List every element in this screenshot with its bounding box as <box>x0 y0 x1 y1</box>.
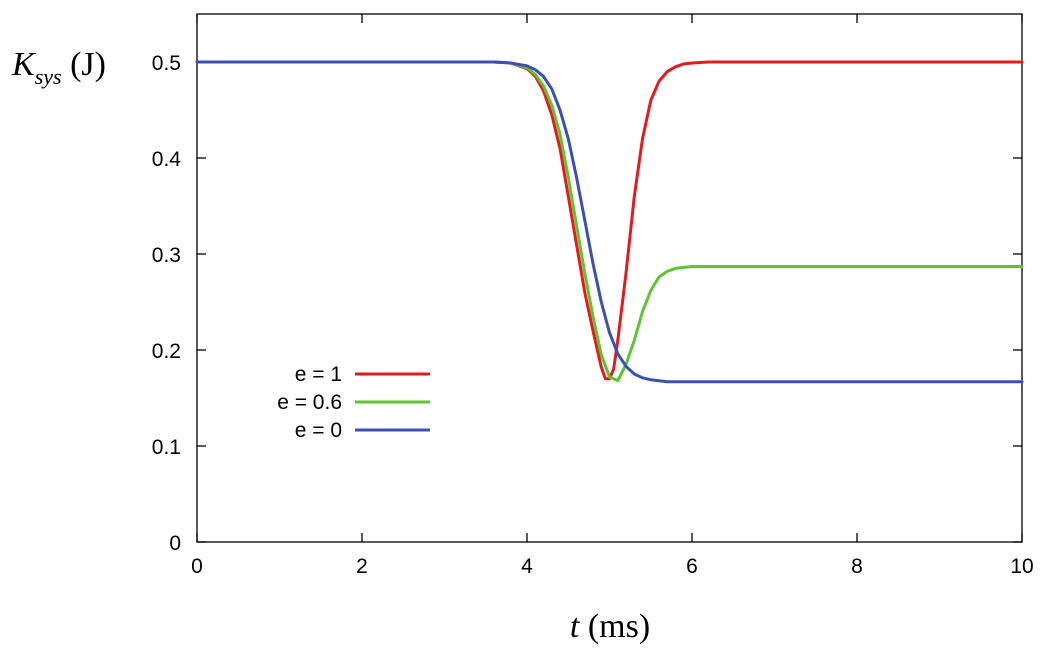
series-line-3 <box>195 60 1024 384</box>
y-tick-label: 0.1 <box>152 436 181 459</box>
y-axis-label-unit: (J) <box>62 46 106 83</box>
series-line-2 <box>195 60 1024 383</box>
legend-label-3: e = 0 <box>295 419 342 442</box>
y-axis-label-var: K <box>11 46 37 83</box>
y-tick-label: 0.5 <box>152 52 181 75</box>
x-axis-label-unit: (ms) <box>579 608 650 645</box>
plot-frame <box>196 13 1023 543</box>
legend: e = 1 e = 0.6 e = 0 <box>277 363 430 442</box>
x-tick-label: 2 <box>356 555 368 578</box>
axis-ticks <box>196 14 1023 543</box>
x-axis-label-var: t <box>570 608 581 645</box>
y-axis-label-sub: sys <box>35 64 62 89</box>
y-tick-label: 0 <box>169 532 181 555</box>
y-tick-label: 0.3 <box>152 244 181 267</box>
y-axis-label: Ksys (J) <box>11 46 106 89</box>
series-lines <box>195 60 1024 384</box>
legend-label-2: e = 0.6 <box>277 391 342 414</box>
plot-border <box>196 13 1023 543</box>
legend-label-1: e = 1 <box>295 363 342 386</box>
y-tick-label: 0.4 <box>152 148 182 171</box>
x-tick-label: 10 <box>1010 555 1033 578</box>
x-tick-label: 4 <box>521 555 533 578</box>
y-tick-label: 0.2 <box>152 340 181 363</box>
series-line-1 <box>195 60 1024 381</box>
axis-tick-labels: 0 2 4 6 8 10 0 0.1 0.2 0.3 0.4 0.5 <box>152 52 1034 578</box>
x-tick-label: 8 <box>851 555 863 578</box>
x-tick-label: 0 <box>191 555 203 578</box>
x-axis-label: t (ms) <box>570 608 650 645</box>
x-tick-label: 6 <box>686 555 698 578</box>
